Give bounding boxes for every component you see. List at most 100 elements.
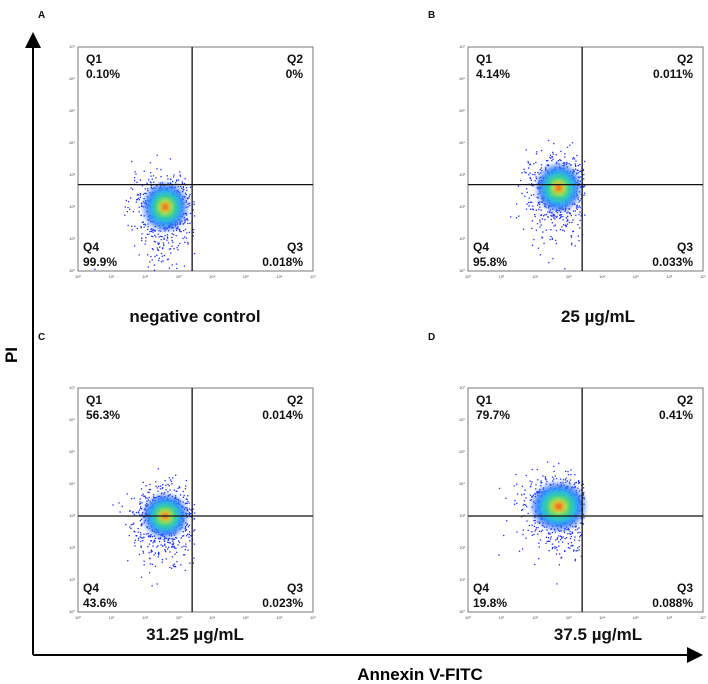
event-dot [151, 229, 153, 232]
event-dot [565, 217, 568, 219]
event-dot [535, 488, 537, 490]
event-dot [142, 221, 145, 223]
event-dot [559, 478, 562, 480]
event-dot [153, 240, 155, 243]
event-dot [582, 493, 585, 495]
event-dot [173, 538, 176, 540]
event-dot [137, 194, 139, 196]
event-dot [136, 198, 139, 201]
event-dot [541, 218, 544, 220]
event-dot [176, 551, 178, 553]
event-dot [150, 185, 153, 187]
event-dot [146, 254, 149, 256]
event-dot [147, 179, 150, 181]
event-dot [160, 493, 163, 495]
event-dot [574, 203, 576, 206]
panel-letter: A [38, 10, 45, 21]
event-dot [570, 164, 572, 166]
y-tick-label: 10⁵ [69, 449, 75, 454]
event-dot [143, 564, 145, 566]
event-dot [144, 507, 146, 510]
event-dot [564, 156, 566, 158]
event-dot [573, 549, 575, 551]
quadrant-percent-q4: 43.6% [83, 596, 117, 610]
x-tick-label: 10³ [566, 615, 572, 620]
event-dot [553, 528, 556, 530]
event-dot [534, 180, 536, 182]
event-dot [576, 528, 579, 530]
event-dot [141, 239, 143, 242]
event-dot [147, 190, 149, 192]
x-tick-label: 10³ [566, 274, 572, 279]
event-dot [554, 218, 556, 220]
event-dot [531, 201, 533, 203]
event-dot [142, 481, 144, 484]
event-dot [572, 219, 574, 221]
event-dot [146, 182, 148, 184]
y-tick-label: 10² [69, 545, 75, 550]
event-dot [140, 545, 142, 547]
event-dot [161, 255, 163, 257]
event-dot [185, 545, 187, 548]
event-dot [571, 544, 573, 547]
event-dot [187, 241, 189, 244]
event-dot [162, 247, 164, 249]
event-dot [571, 525, 574, 528]
event-dot [149, 162, 152, 164]
event-dot [156, 487, 158, 489]
event-dot [172, 176, 175, 178]
event-dot [569, 483, 571, 485]
event-dot [551, 159, 553, 162]
event-dot [577, 206, 579, 208]
event-dot [558, 553, 561, 555]
event-dot [143, 495, 145, 497]
event-dot [147, 491, 149, 493]
quadrant-percent-q3: 0.033% [652, 255, 693, 269]
event-dot [146, 503, 148, 505]
event-dot [143, 509, 146, 511]
event-dot [182, 490, 185, 493]
event-dot [566, 212, 568, 214]
event-dot [530, 183, 533, 185]
event-dot [546, 526, 548, 528]
event-dot [580, 522, 582, 524]
event-dot [141, 185, 144, 187]
event-dot [537, 479, 539, 481]
density-cloud [498, 461, 585, 585]
event-dot [583, 173, 585, 176]
event-dot [140, 576, 143, 578]
event-dot [158, 230, 160, 232]
event-dot [168, 541, 170, 544]
event-dot [127, 201, 130, 203]
event-dot [529, 494, 532, 496]
quadrant-percent-q1: 4.14% [476, 67, 510, 81]
event-dot [575, 481, 577, 484]
event-dot [139, 498, 141, 500]
event-dot [579, 170, 581, 173]
event-dot [565, 537, 568, 539]
event-dot [538, 491, 540, 493]
quadrant-name-q4: Q4 [473, 240, 489, 254]
event-dot [184, 569, 186, 572]
event-dot [558, 541, 560, 543]
event-dot [579, 531, 581, 534]
event-dot [575, 525, 577, 527]
event-dot [555, 546, 558, 549]
event-dot [112, 504, 114, 506]
event-dot [537, 247, 540, 249]
event-dot [556, 549, 558, 551]
event-dot [547, 160, 549, 162]
event-dot [147, 228, 149, 231]
event-dot [548, 262, 550, 264]
event-dot [526, 191, 528, 194]
event-dot [148, 496, 150, 499]
event-dot [578, 227, 581, 229]
event-dot [156, 254, 158, 257]
event-dot [505, 497, 507, 499]
event-dot [541, 481, 543, 484]
y-tick-label: 10³ [69, 172, 75, 177]
event-dot [158, 537, 160, 539]
event-dot [172, 241, 174, 243]
event-dot [572, 210, 575, 212]
event-dot [578, 481, 581, 484]
